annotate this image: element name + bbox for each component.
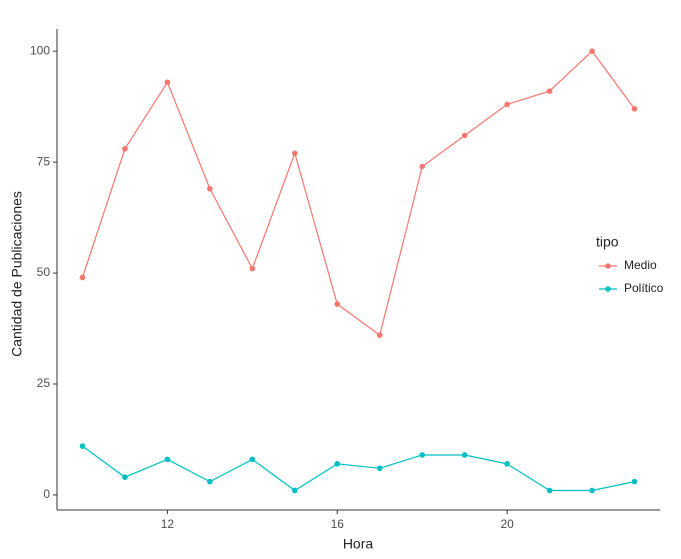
data-point xyxy=(631,478,638,485)
data-point xyxy=(589,48,595,54)
legend-key-point xyxy=(605,263,611,269)
legend-title: tipo xyxy=(596,234,619,250)
data-point xyxy=(164,456,171,463)
data-point xyxy=(207,185,213,192)
legend-label: Medio xyxy=(624,258,657,272)
x-axis-title: Hora xyxy=(343,536,374,552)
data-point xyxy=(504,461,510,467)
series-line xyxy=(81,50,636,337)
x-tick-label: 16 xyxy=(331,517,345,531)
data-point xyxy=(292,150,298,157)
y-axis-title: Cantidad de Publicaciones xyxy=(9,191,25,357)
data-point xyxy=(419,163,425,170)
data-point xyxy=(376,332,383,338)
y-tick-label: 50 xyxy=(37,265,51,279)
y-tick-label: 75 xyxy=(37,154,51,168)
data-point xyxy=(122,146,128,152)
data-point xyxy=(461,452,468,458)
data-point xyxy=(376,465,383,472)
data-point xyxy=(334,301,341,307)
x-tick-label: 20 xyxy=(500,517,514,531)
data-point xyxy=(164,79,171,86)
y-tick-label: 25 xyxy=(37,376,51,390)
data-point xyxy=(249,456,256,463)
legend-label: Político xyxy=(624,281,664,295)
data-point xyxy=(504,101,510,108)
data-point xyxy=(334,461,341,467)
data-point xyxy=(249,265,256,272)
x-tick-label: 12 xyxy=(161,517,175,531)
data-point xyxy=(589,487,595,494)
series-line xyxy=(82,445,635,492)
y-tick-label: 100 xyxy=(30,43,50,57)
data-point xyxy=(79,274,86,281)
data-point xyxy=(207,478,213,485)
data-point xyxy=(419,452,425,458)
data-point xyxy=(631,106,638,112)
data-point xyxy=(546,88,553,94)
data-point xyxy=(546,487,553,494)
data-point xyxy=(122,474,128,480)
data-point xyxy=(292,487,298,494)
data-point xyxy=(461,132,468,139)
data-point xyxy=(79,443,86,449)
y-tick-label: 0 xyxy=(43,487,50,501)
legend-key-point xyxy=(605,286,611,292)
